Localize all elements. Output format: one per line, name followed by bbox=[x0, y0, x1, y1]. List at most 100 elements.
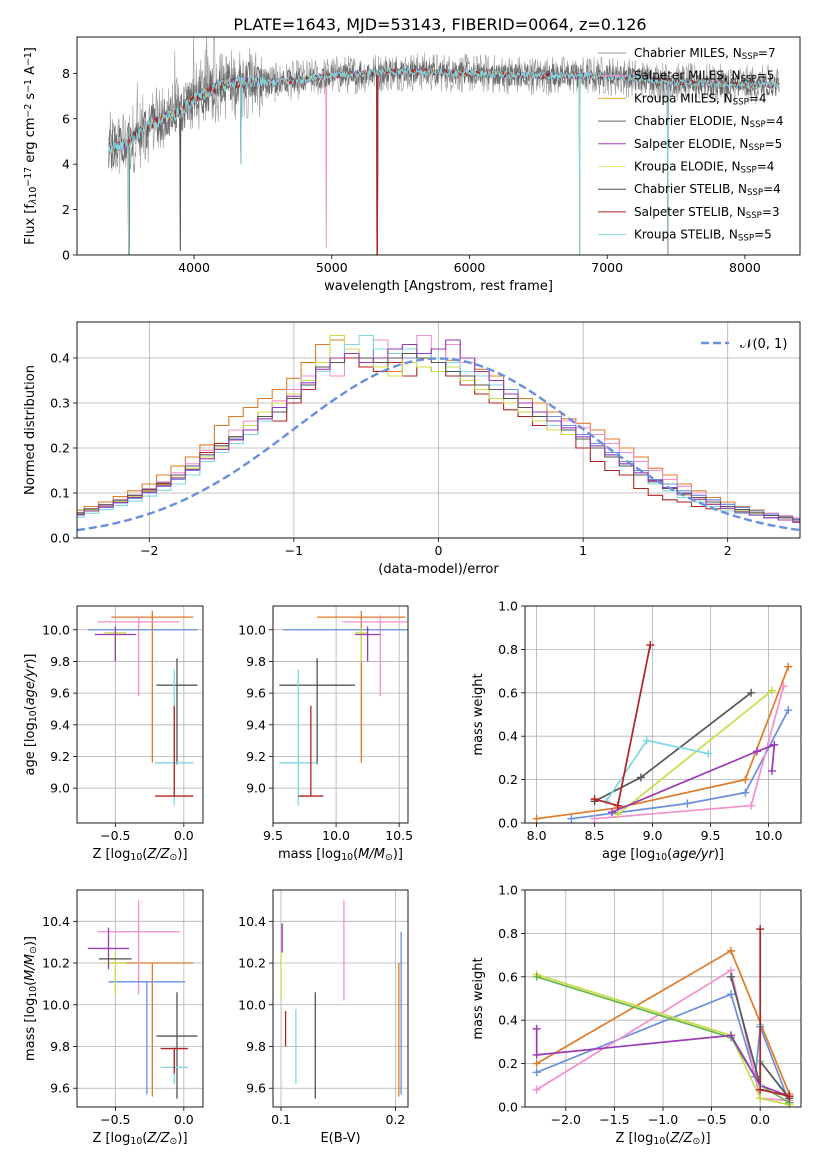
z-vs-mass-grid bbox=[77, 890, 203, 1107]
age-vs-weight-plus-marker bbox=[768, 686, 777, 695]
z-vs-weight-plus-marker bbox=[532, 972, 541, 981]
z-vs-weight-plus-marker bbox=[532, 1068, 541, 1077]
ebv-vs-mass-y-tick-label: 9.6 bbox=[246, 1081, 266, 1096]
age-vs-weight-plus-marker bbox=[784, 662, 793, 671]
spectrum-x-tick-label: 6000 bbox=[454, 260, 486, 275]
z-vs-weight-x-tick-label: −1.5 bbox=[599, 1112, 629, 1127]
z-vs-age-x-axis-label: Z [log10(Z/Z⊙)] bbox=[92, 847, 187, 863]
ebv-vs-mass-frame bbox=[272, 889, 409, 1108]
z-vs-age-panel: −0.5 0.0 9.0 9.2 9.4 9.6 9.8 10.0 Z [log10(Z/Z⊙)… bbox=[23, 605, 204, 863]
residuals-y-axis-label: Normed distribution bbox=[23, 365, 38, 495]
z-vs-age-errorbar-point bbox=[156, 658, 198, 765]
spectrum-legend: Chabrier MILES, NSSP=7 Salpeter MILES, NS… bbox=[598, 46, 783, 244]
normal-curve-legend-label: 𝒩(0, 1) bbox=[740, 337, 787, 352]
z-vs-weight-series-line bbox=[759, 929, 790, 1098]
age-vs-weight-plus-marker bbox=[779, 682, 788, 691]
z-vs-weight-y-tick-label: 0.6 bbox=[498, 969, 518, 984]
z-vs-age-plot-area bbox=[87, 610, 198, 806]
spectrum-x-tick-label: 5000 bbox=[316, 260, 348, 275]
z-vs-weight-plot-area bbox=[532, 925, 794, 1107]
z-vs-weight-plus-marker bbox=[727, 990, 736, 999]
z-vs-mass-errorbar-point bbox=[87, 927, 130, 970]
spectrum-y-axis-label: Flux [fλ10−17 erg cm−2 s−1 A−1] bbox=[23, 47, 39, 245]
ebv-vs-mass-y-tick-label: 9.8 bbox=[246, 1039, 266, 1054]
mass-vs-age-y-tick-label: 9.8 bbox=[246, 654, 266, 669]
z-vs-mass-y-tick-label: 10.2 bbox=[42, 956, 70, 971]
z-vs-weight-y-axis-label: mass weight bbox=[471, 957, 486, 1039]
spectrum-y-tick-label: 4 bbox=[62, 157, 70, 172]
z-vs-weight-panel: −2.0 −1.5 −1.0 −0.5 0.0 0.0 0.2 0.4 0.6 0.8 1.0 Z [… bbox=[471, 883, 802, 1147]
residuals-x-tick-label: −1 bbox=[285, 543, 303, 558]
age-vs-weight-plus-marker bbox=[784, 706, 793, 715]
spectrum-y-tick-label: 0 bbox=[62, 248, 70, 263]
z-vs-age-y-axis-label: age [log10(age/yr)] bbox=[23, 653, 39, 775]
z-vs-weight-plus-marker bbox=[532, 1085, 541, 1094]
age-vs-weight-plus-marker bbox=[642, 736, 651, 745]
z-vs-age-y-tick-label: 9.8 bbox=[50, 654, 70, 669]
age-vs-weight-plus-marker bbox=[704, 749, 713, 758]
z-vs-age-x-tick-label: −0.5 bbox=[100, 828, 130, 843]
z-vs-mass-x-axis-label: Z [log10(Z/Z⊙)] bbox=[92, 1131, 187, 1147]
z-vs-weight-plus-marker bbox=[727, 946, 736, 955]
age-vs-weight-x-axis-label: age [log10(age/yr)] bbox=[602, 847, 724, 863]
age-vs-weight-plus-marker bbox=[747, 801, 756, 810]
age-vs-weight-y-tick-label: 0.4 bbox=[498, 729, 518, 744]
z-vs-mass-y-tick-label: 10.4 bbox=[42, 914, 70, 929]
z-vs-weight-frame bbox=[524, 889, 802, 1108]
spectrum-y-tick-label: 8 bbox=[62, 66, 70, 81]
mass-vs-age-frame bbox=[272, 605, 409, 824]
spectrum-legend-entry: Chabrier MILES, NSSP=7 bbox=[634, 46, 776, 62]
mass-vs-age-x-tick-label: 10.0 bbox=[322, 828, 350, 843]
z-vs-mass-plot-area bbox=[87, 900, 198, 1099]
spectrum-frame bbox=[76, 36, 801, 256]
z-vs-mass-panel: −0.5 0.0 9.6 9.8 10.0 10.2 10.4 Z [log10(Z/Z⊙)]… bbox=[23, 889, 204, 1147]
ebv-vs-mass-y-tick-label: 10.0 bbox=[238, 997, 266, 1012]
residuals-x-tick-label: 1 bbox=[579, 543, 587, 558]
z-vs-age-errorbar-point bbox=[155, 705, 194, 797]
z-vs-weight-series-line bbox=[536, 973, 790, 1106]
ebv-vs-mass-x-tick-label: 0.1 bbox=[271, 1112, 291, 1127]
age-vs-weight-x-tick-label: 8.0 bbox=[527, 828, 547, 843]
residuals-frame bbox=[76, 321, 801, 539]
spectrum-legend-entry: Kroupa MILES, NSSP=4 bbox=[634, 91, 767, 107]
spectrum-x-tick-label: 7000 bbox=[591, 260, 623, 275]
mass-vs-age-y-tick-label: 9.6 bbox=[246, 686, 266, 701]
ebv-vs-mass-panel: 0.1 0.2 9.6 9.8 10.0 10.2 10.4 E(B-V) bbox=[238, 889, 409, 1146]
spectrum-legend-entry: Chabrier STELIB, NSSP=4 bbox=[634, 182, 781, 198]
z-vs-weight-plus-marker bbox=[756, 1085, 765, 1094]
residual-histogram-step bbox=[77, 352, 800, 521]
spectrum-legend-entry: Kroupa ELODIE, NSSP=4 bbox=[634, 160, 774, 176]
z-vs-mass-x-tick-label: 0.0 bbox=[174, 1112, 194, 1127]
age-vs-weight-plus-marker bbox=[747, 688, 756, 697]
z-vs-mass-errorbar-point bbox=[108, 981, 186, 1095]
spectrum-series-line bbox=[108, 67, 780, 255]
age-vs-weight-y-axis-label: mass weight bbox=[471, 673, 486, 755]
z-vs-weight-y-tick-label: 0.2 bbox=[498, 1056, 518, 1071]
z-vs-mass-x-tick-label: −0.5 bbox=[100, 1112, 130, 1127]
z-vs-age-y-tick-label: 9.6 bbox=[50, 686, 70, 701]
mass-vs-age-x-tick-label: 10.5 bbox=[385, 828, 413, 843]
z-vs-mass-errorbar-point bbox=[156, 992, 198, 1099]
z-vs-weight-plus-marker bbox=[756, 1094, 765, 1103]
age-vs-weight-plus-marker bbox=[613, 801, 622, 810]
residuals-y-tick-label: 0.3 bbox=[50, 396, 70, 411]
residuals-x-axis-label: (data-model)/error bbox=[378, 562, 499, 577]
spectrum-legend-entry: Salpeter ELODIE, NSSP=5 bbox=[634, 137, 782, 153]
z-vs-age-y-tick-label: 9.4 bbox=[50, 717, 70, 732]
spectrum-x-tick-label: 8000 bbox=[729, 260, 761, 275]
mass-vs-age-errorbar-point bbox=[355, 628, 368, 662]
z-vs-mass-y-tick-label: 10.0 bbox=[42, 997, 70, 1012]
z-vs-weight-plus-marker bbox=[532, 1050, 541, 1059]
spectrum-plot-area bbox=[108, 37, 780, 255]
z-vs-weight-x-tick-label: −2.0 bbox=[551, 1112, 581, 1127]
z-vs-weight-plus-marker bbox=[532, 1059, 541, 1068]
z-vs-age-errorbar-point bbox=[97, 615, 180, 697]
age-vs-weight-plus-marker bbox=[770, 740, 779, 749]
z-vs-age-errorbar-point bbox=[94, 626, 136, 662]
mass-vs-age-x-tick-label: 9.5 bbox=[263, 828, 283, 843]
z-vs-mass-errorbar-point bbox=[97, 900, 180, 995]
z-vs-weight-y-tick-label: 0.8 bbox=[498, 926, 518, 941]
mass-vs-age-errorbar-point bbox=[298, 705, 324, 797]
age-vs-weight-plus-marker bbox=[683, 799, 692, 808]
